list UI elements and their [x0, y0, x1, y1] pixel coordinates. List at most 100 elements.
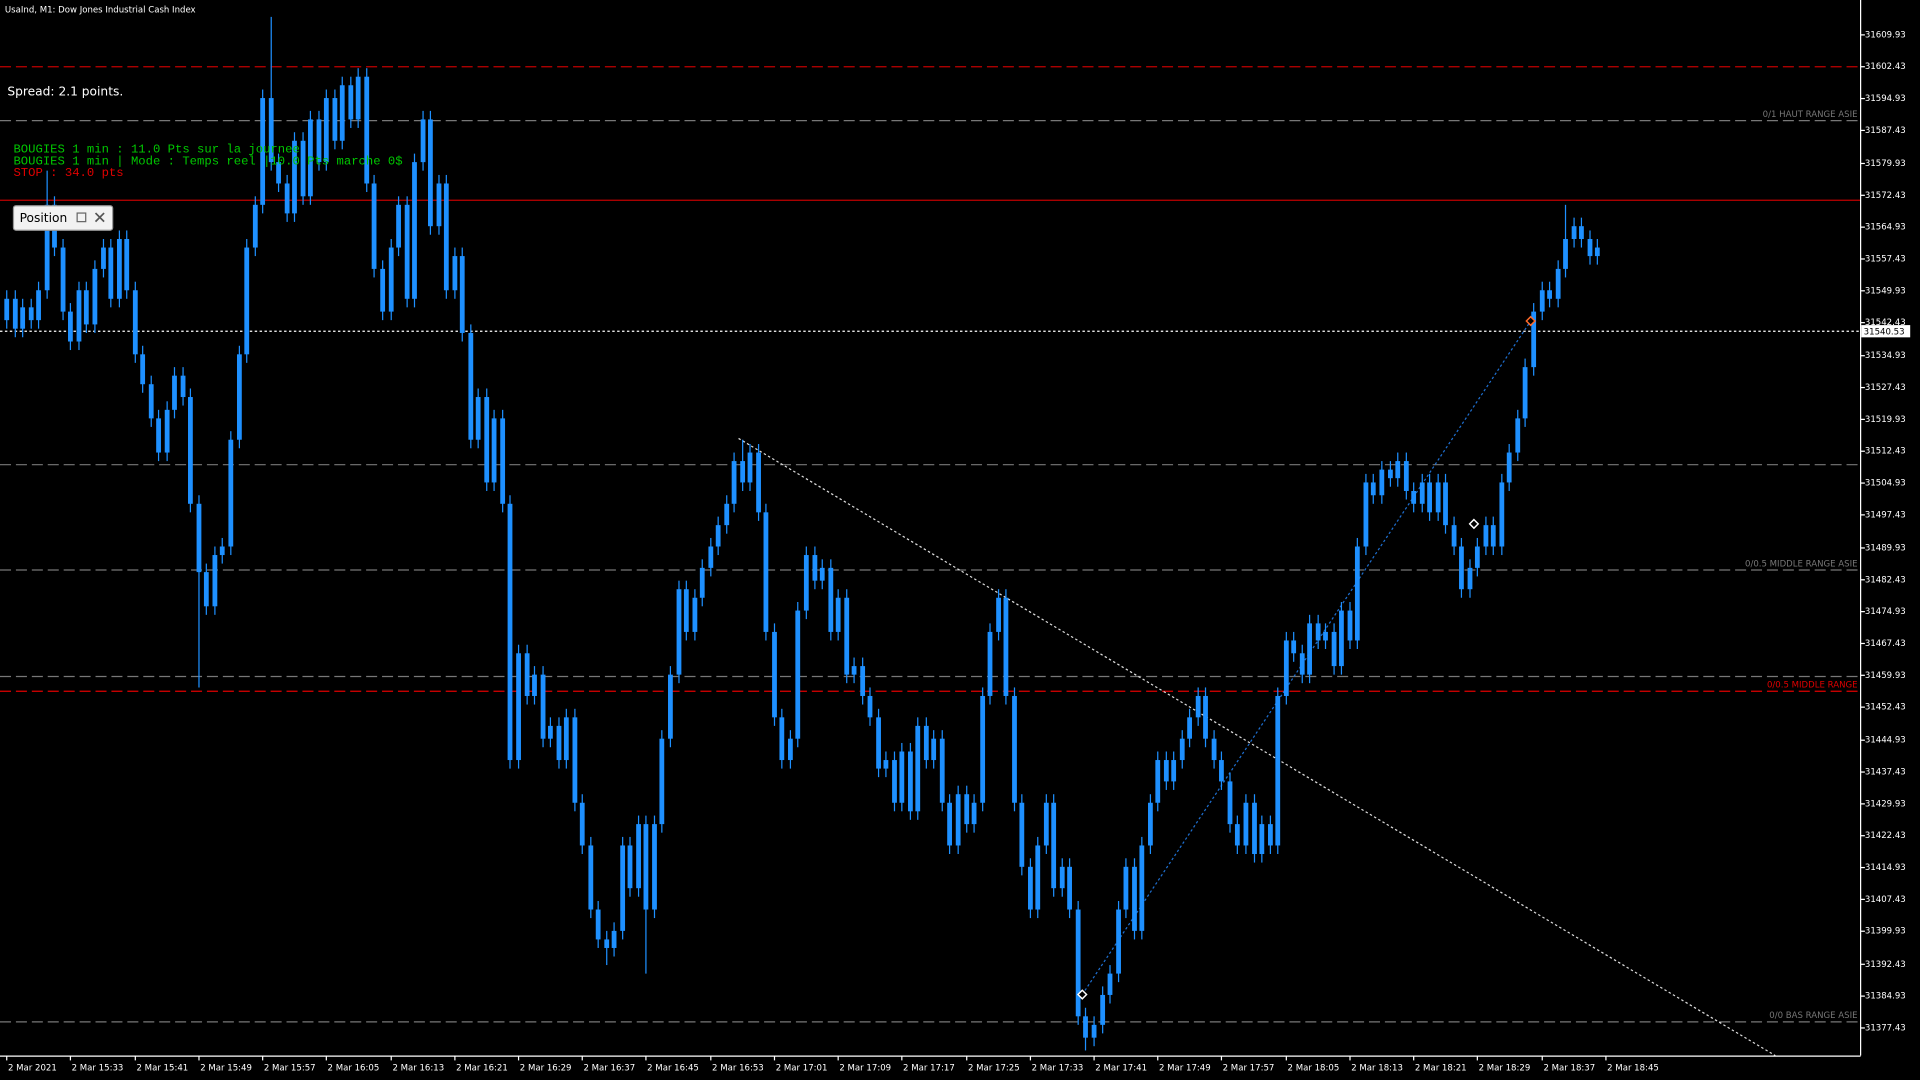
candle-body: [676, 589, 682, 675]
candle-body: [1315, 623, 1321, 641]
y-tick-label: 31437.43: [1865, 768, 1906, 778]
candle-body: [507, 503, 513, 761]
candle-body: [1148, 802, 1153, 846]
candle-body: [1123, 866, 1129, 910]
candle-body: [1363, 482, 1369, 547]
candle-body: [443, 183, 449, 291]
candle-body: [652, 824, 657, 910]
position-panel[interactable]: Position: [12, 205, 114, 231]
candle-body: [1531, 311, 1537, 368]
candle-body: [180, 375, 186, 398]
y-tick-label: 31452.43: [1865, 703, 1906, 713]
y-tick-label: 31459.93: [1865, 671, 1906, 681]
candle-body: [212, 555, 218, 607]
candle-body: [588, 845, 594, 910]
candle-body: [899, 751, 905, 803]
candle-body: [715, 525, 721, 547]
candle-body: [1370, 482, 1376, 496]
y-tick-label: 31377.43: [1865, 1023, 1906, 1033]
y-tick-label: 31497.43: [1865, 510, 1906, 520]
candle-body: [83, 290, 89, 325]
candle-body: [1195, 695, 1201, 718]
candle-body: [1515, 418, 1521, 453]
candle-body: [1083, 1016, 1088, 1038]
candle-body: [92, 268, 98, 325]
candle-body: [987, 631, 993, 696]
candle-body: [1339, 610, 1344, 667]
x-tick-label: 2 Mar 17:09: [839, 1063, 891, 1073]
candle-body: [219, 546, 225, 556]
candle-body: [1411, 490, 1417, 504]
x-tick-label: 2 Mar 15:57: [264, 1063, 316, 1073]
candle-body: [1451, 525, 1457, 547]
x-tick-label: 2 Mar 16:29: [520, 1063, 572, 1073]
candle-body: [1522, 367, 1528, 419]
candle-body: [964, 794, 970, 825]
candle-body: [1187, 717, 1192, 739]
candle-body: [923, 725, 929, 761]
x-tick-label: 2 Mar 17:49: [1159, 1063, 1211, 1073]
candle-body: [1139, 845, 1145, 931]
candle-body: [108, 247, 114, 299]
candle-body: [1203, 695, 1208, 739]
info-line: BOUGIES 1 min : 11.0 Pts sur la journee: [13, 143, 299, 157]
candle-body: [731, 461, 737, 504]
candle-body: [980, 695, 986, 803]
candle-body: [1211, 738, 1217, 761]
candle-body: [1219, 760, 1224, 782]
x-tick-label: 2 Mar 17:01: [776, 1063, 828, 1073]
candle-body: [1291, 640, 1297, 654]
x-tick-label: 2 Mar 18:37: [1543, 1063, 1595, 1073]
x-tick-label: 2 Mar 17:17: [903, 1063, 955, 1073]
candle-body: [339, 85, 345, 141]
x-tick-label: 2 Mar 16:37: [583, 1063, 635, 1073]
candle-body: [1379, 469, 1385, 496]
candle-body: [244, 247, 250, 355]
panel-close[interactable]: [94, 212, 105, 223]
candle-body: [44, 204, 50, 291]
candle-body: [788, 738, 793, 761]
candle-body: [1075, 909, 1081, 1017]
candle-body: [364, 76, 370, 184]
candle-body: [124, 238, 130, 291]
candle-body: [851, 666, 857, 675]
y-tick-label: 31587.43: [1865, 126, 1906, 136]
candle-body: [1555, 268, 1561, 299]
candle-body: [915, 725, 921, 812]
candle-body: [308, 119, 313, 197]
candle-body: [604, 939, 610, 948]
candle-body: [947, 802, 952, 846]
candle-body: [300, 140, 306, 197]
candle-body: [36, 290, 41, 321]
candle-body: [276, 162, 281, 184]
candle-body: [459, 256, 465, 333]
panel-restore[interactable]: [76, 212, 87, 223]
candle-body: [323, 98, 329, 163]
candle-body: [803, 555, 809, 611]
candle-body: [1107, 973, 1113, 995]
y-tick-label: 31609.93: [1865, 30, 1906, 40]
candle-body: [1259, 824, 1265, 855]
candle-body: [548, 725, 553, 739]
candle-body: [1539, 290, 1545, 312]
candle-body: [772, 631, 777, 718]
y-tick-label: 31467.43: [1865, 639, 1906, 649]
candle-body: [1547, 290, 1552, 299]
candle-body: [1483, 525, 1489, 547]
panel-box[interactable]: [12, 205, 114, 231]
y-tick-label: 31594.93: [1865, 94, 1906, 104]
candle-body: [491, 418, 497, 483]
y-tick-label: 31527.43: [1865, 383, 1906, 393]
candle-body: [332, 98, 338, 141]
x-tick-label: 2 Mar 17:41: [1095, 1063, 1147, 1073]
candle-body: [1275, 695, 1281, 846]
candle-body: [883, 760, 889, 769]
candle-body: [196, 503, 202, 573]
y-tick-label: 31519.93: [1865, 415, 1906, 425]
candle-body: [620, 845, 626, 931]
candle-body: [892, 760, 897, 803]
candle-body: [284, 183, 290, 214]
candle-body: [699, 567, 705, 598]
